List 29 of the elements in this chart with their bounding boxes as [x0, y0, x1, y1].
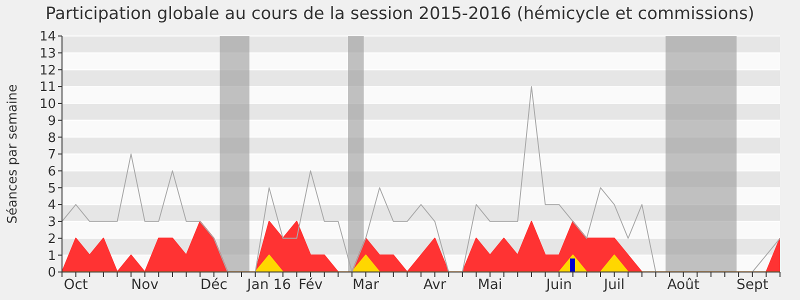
- x-tick-label: Juil: [602, 276, 625, 293]
- y-tick-label: 10: [39, 97, 56, 112]
- y-axis-title: Séances par semaine: [6, 84, 21, 224]
- chart-title: Participation globale au cours de la session 2015-2016 (hémicycle et commissions): [44, 4, 756, 24]
- x-tick-label: Jan 16: [246, 276, 292, 293]
- y-tick-label: 8: [48, 130, 56, 146]
- x-tick-label: Avr: [423, 276, 446, 293]
- y-tick-label: 0: [48, 266, 56, 281]
- x-tick-label: Fév: [298, 276, 323, 293]
- y-tick-label: 3: [48, 215, 56, 230]
- y-tick-label: 5: [48, 181, 56, 196]
- y-tick-label: 12: [39, 63, 56, 78]
- y-tick-label: 6: [48, 164, 56, 180]
- x-tick-label: Mai: [478, 276, 502, 293]
- x-tick-label: Déc: [200, 276, 228, 293]
- x-tick-label: Mar: [352, 276, 380, 293]
- x-tick-label: Juin: [545, 276, 572, 293]
- y-tick-label: 7: [48, 148, 56, 163]
- y-tick-label: 2: [48, 232, 56, 247]
- x-tick-label: Sept: [736, 276, 769, 293]
- y-tick-label: 1: [48, 248, 56, 264]
- y-tick-label: 9: [48, 114, 56, 129]
- x-tick-label: Oct: [64, 276, 88, 293]
- y-tick-label: 13: [39, 46, 56, 62]
- x-tick-label: Août: [667, 276, 700, 293]
- y-tick-label: 11: [39, 80, 56, 96]
- y-tick-label: 4: [48, 198, 56, 214]
- y-tick-label: 14: [39, 30, 56, 45]
- x-tick-label: Nov: [131, 276, 159, 293]
